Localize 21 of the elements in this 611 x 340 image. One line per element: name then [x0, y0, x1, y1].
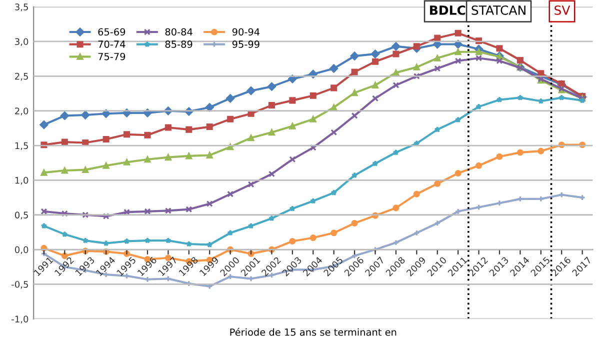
annotation: STATCAN: [472, 5, 526, 15]
legend-label: 85-89: [165, 40, 192, 48]
annotation: BDLC: [430, 5, 466, 15]
legend-label: 95-99: [232, 40, 260, 48]
y-tick-label: 3,0: [15, 38, 28, 46]
y-tick-label: 1,0: [15, 176, 28, 185]
annotation: SV: [554, 5, 570, 15]
legend-label: 65-69: [98, 28, 126, 36]
legend-label: 75-79: [98, 52, 126, 60]
y-tick-label: 0,0: [14, 246, 28, 254]
legend-label: 70-74: [98, 40, 126, 48]
y-tick-label: 0,5: [14, 212, 28, 220]
y-tick-label: -0,5: [12, 280, 28, 289]
y-tick-label: 2,0: [15, 108, 28, 116]
x-axis-title: Période de 15 ans se terminant en: [230, 328, 396, 336]
y-tick-label: 3,5: [15, 4, 28, 12]
legend-label: 90-94: [232, 28, 260, 36]
legend-label: 80-84: [165, 28, 192, 36]
y-tick-label: 2,5: [15, 72, 28, 81]
y-tick-label: 1,5: [15, 142, 28, 150]
y-tick-label: -1,0: [12, 316, 28, 324]
